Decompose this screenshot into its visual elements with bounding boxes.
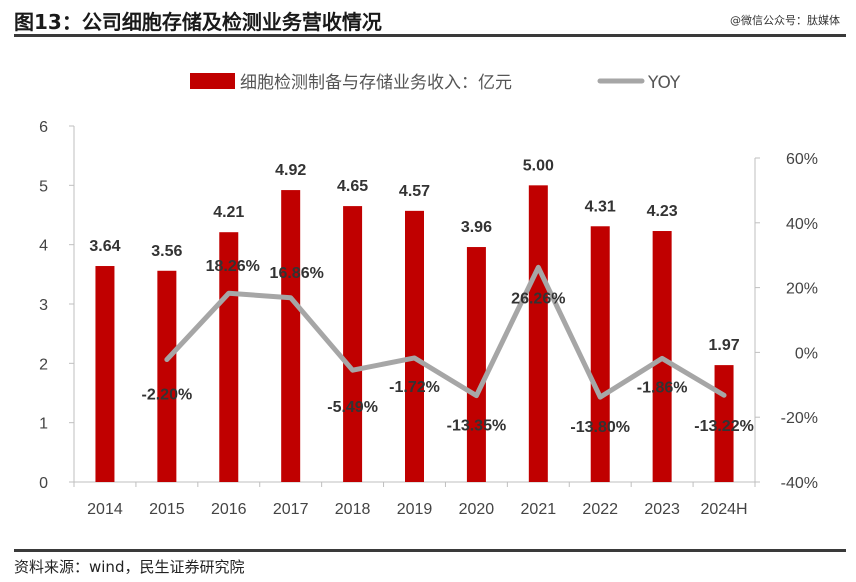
x-tick-label: 2019 [397, 501, 433, 518]
bar-series [95, 185, 734, 483]
x-tick-label: 2017 [273, 501, 309, 518]
bar [528, 185, 548, 483]
x-tick-label: 2020 [459, 501, 495, 518]
bar-value-label: 3.64 [89, 238, 120, 255]
x-tick-label: 2015 [149, 501, 185, 518]
bar [157, 270, 177, 482]
yoy-value-label: 16.86% [270, 265, 324, 282]
y-right-tick-label: 40% [786, 216, 818, 233]
y-right-tick-label: 60% [786, 151, 818, 168]
bar [281, 190, 301, 482]
y-left-tick-label: 0 [39, 475, 48, 492]
y-left-tick-label: 3 [39, 297, 48, 314]
bar-value-label: 4.65 [337, 178, 368, 195]
yoy-value-label: -13.80% [570, 419, 630, 436]
bar [590, 226, 610, 482]
legend-label-bar: 细胞检测制备与存储业务收入：亿元 [240, 73, 512, 93]
y-left-tick-label: 2 [39, 356, 48, 373]
yoy-line-series [164, 264, 727, 400]
legend: 细胞检测制备与存储业务收入：亿元 YOY [190, 73, 681, 93]
bar-value-label: 5.00 [523, 157, 554, 174]
yoy-value-label: -5.49% [327, 399, 378, 416]
yoy-value-label: 18.26% [206, 258, 260, 275]
bar-value-label: 4.23 [647, 203, 678, 220]
yoy-data-labels: -2.20% 18.26% 16.86% -5.49% -1.72% -13.35% 26.… [142, 258, 754, 436]
bar [95, 266, 115, 482]
yoy-value-label: -1.86% [637, 379, 688, 396]
y-right-tick-label: -40% [781, 475, 818, 492]
y-right-tick-label: -20% [781, 410, 818, 427]
legend-label-line: YOY [647, 73, 681, 93]
bottom-rule [14, 549, 846, 552]
bar-value-label: 3.56 [151, 243, 182, 260]
bar-value-label: 3.96 [461, 219, 492, 236]
combo-chart: 0 1 2 3 4 5 6 -40% -20% 0% 20% 40% 60% 2014 2015 2016 20… [39, 73, 818, 518]
x-tick-label: 2018 [335, 501, 371, 518]
x-tick-label: 2014 [87, 501, 123, 518]
watermark: @微信公众号：肽媒体 [730, 14, 840, 27]
y-left-tick-label: 6 [39, 119, 48, 136]
top-rule [14, 34, 846, 37]
x-tick-label: 2024H [700, 501, 747, 518]
y-right-tick-label: 20% [786, 281, 818, 298]
bar-value-label: 4.21 [213, 204, 244, 221]
bar [343, 206, 363, 482]
yoy-line [164, 264, 727, 400]
chart-axes: 0 1 2 3 4 5 6 -40% -20% 0% 20% 40% 60% 2014 2015 2016 20… [39, 119, 818, 518]
source-note: 资料来源：wind，民生证券研究院 [14, 558, 245, 576]
yoy-value-label: -13.22% [694, 418, 754, 435]
bar-data-labels: 3.64 3.56 4.21 4.92 4.65 4.57 3.96 5.00 4.31 4.23… [89, 157, 739, 354]
bar-value-label: 4.31 [585, 198, 616, 215]
bar-value-label: 1.97 [708, 337, 739, 354]
bar-value-label: 4.92 [275, 162, 306, 179]
y-left-tick-label: 4 [39, 238, 48, 255]
y-right-tick-label: 0% [795, 345, 818, 362]
y-left-tick-label: 5 [39, 178, 48, 195]
yoy-value-label: -13.35% [447, 418, 507, 435]
legend-swatch-bar [190, 73, 235, 89]
figure-title: 图13：公司细胞存储及检测业务营收情况 [14, 10, 382, 34]
x-tick-label: 2016 [211, 501, 247, 518]
bar [466, 247, 486, 482]
x-tick-label: 2021 [521, 501, 557, 518]
bar-value-label: 4.57 [399, 183, 430, 200]
y-left-tick-label: 1 [39, 416, 48, 433]
yoy-value-label: -2.20% [142, 387, 193, 404]
x-tick-label: 2022 [582, 501, 618, 518]
x-tick-label: 2023 [644, 501, 680, 518]
yoy-value-label: 26.26% [511, 290, 565, 307]
yoy-value-label: -1.72% [389, 379, 440, 396]
bar [405, 210, 424, 482]
